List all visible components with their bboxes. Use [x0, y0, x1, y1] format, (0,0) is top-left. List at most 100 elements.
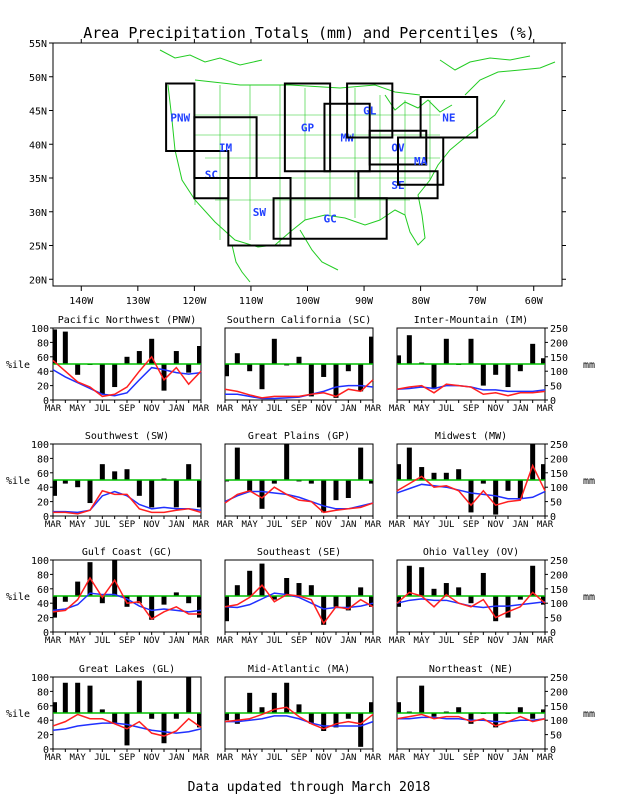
percentile-bar: [53, 596, 57, 618]
map-outline: [194, 79, 421, 96]
percentile-bar: [308, 480, 314, 484]
percentile-bar: [234, 353, 240, 364]
y-tick-label: 60: [37, 702, 49, 713]
percentile-bar: [99, 364, 105, 395]
month-label: NOV: [144, 404, 161, 414]
map-outline: [384, 94, 453, 113]
month-label: MAR: [365, 753, 382, 763]
percentile-bar: [62, 682, 68, 713]
normal-precip-line: [225, 715, 374, 727]
panel-title: Ohio Valley (OV): [423, 547, 519, 558]
panel-title: Southwest (SW): [85, 431, 169, 442]
y2-tick-label: 200: [550, 687, 568, 698]
month-label: JAN: [340, 404, 356, 414]
observed-precip-line: [224, 379, 374, 399]
percentile-bar: [124, 469, 130, 480]
percentile-bar: [468, 596, 474, 604]
month-label: MAR: [193, 404, 210, 414]
percentile-bar: [87, 685, 93, 713]
panel-11: Mid-Atlantic (MA) MAR MAY JUL SEP NOV JAN MAR: [217, 664, 382, 763]
region-label-im: IM: [219, 142, 233, 155]
mm-axis-label: mm: [583, 709, 595, 720]
month-label: JUL: [438, 404, 454, 414]
month-label: NOV: [316, 753, 333, 763]
percentile-bar: [541, 709, 545, 713]
percentile-bar: [271, 692, 277, 713]
percentile-bar: [136, 596, 142, 604]
month-label: MAY: [242, 404, 259, 414]
month-label: MAY: [70, 636, 87, 646]
percentile-bar: [369, 596, 373, 607]
map-outline: [439, 55, 531, 71]
month-label: MAR: [389, 636, 406, 646]
percentile-bar: [62, 331, 68, 364]
lat-label: 30N: [29, 208, 47, 219]
percentile-bar: [53, 329, 57, 364]
panel-title: Inter-Mountain (IM): [414, 315, 528, 326]
month-label: MAY: [242, 520, 259, 530]
y-tick-label: 0: [43, 396, 49, 407]
percentile-bar: [234, 713, 240, 724]
y-tick-label: 80: [37, 454, 49, 465]
percentile-bar: [112, 713, 118, 724]
map-outline: [299, 229, 339, 271]
percentile-bar: [173, 713, 179, 719]
percentile-bar: [358, 364, 364, 392]
percentile-bar: [308, 364, 314, 397]
percentile-bar: [443, 338, 449, 364]
percentile-bar: [259, 707, 265, 713]
month-label: JUL: [94, 636, 110, 646]
lat-label: 25N: [29, 242, 47, 253]
data-updated-footer: Data updated through March 2018: [188, 780, 431, 795]
lon-label: 110W: [239, 296, 264, 307]
month-label: SEP: [463, 636, 480, 646]
percentile-bar: [541, 464, 545, 480]
month-label: MAY: [242, 636, 259, 646]
panel-3: Inter-Mountain (IM) MAR MAY JUL SEP NOV JAN MAR…: [389, 315, 595, 414]
month-label: SEP: [119, 404, 136, 414]
region-box-gc: [272, 197, 388, 240]
month-label: SEP: [291, 636, 308, 646]
panel-5: Great Plains (GP) MAR MAY JUL SEP NOV JAN MAR: [217, 431, 382, 530]
percentile-bar: [112, 560, 118, 596]
percentile-bar: [75, 364, 81, 375]
mm-axis-label: mm: [583, 360, 595, 371]
lon-label: 90W: [355, 296, 374, 307]
percentile-bar: [161, 596, 167, 605]
month-label: SEP: [291, 753, 308, 763]
percentile-bar: [369, 702, 373, 713]
percentile-bar: [333, 364, 339, 398]
month-label: MAR: [389, 520, 406, 530]
percentile-bar: [225, 596, 229, 622]
normal-precip-line: [224, 592, 374, 610]
panel-title: Midwest (MW): [435, 431, 507, 442]
map-outline: [464, 61, 556, 96]
percentile-bar: [443, 583, 449, 596]
month-label: NOV: [316, 520, 333, 530]
region-label-gc: GC: [323, 213, 336, 226]
y-tick-label: 80: [37, 570, 49, 581]
y2-tick-label: 100: [550, 716, 568, 727]
lon-label: 80W: [412, 296, 431, 307]
observed-precip-line: [396, 383, 546, 397]
month-label: JAN: [512, 636, 528, 646]
panel-6: Midwest (MW) MAR MAY JUL SEP NOV JAN MAR 250 200 1…: [389, 431, 595, 530]
month-label: JAN: [340, 520, 356, 530]
month-label: JAN: [512, 404, 528, 414]
panel-title: Great Plains (GP): [248, 431, 350, 442]
lon-label: 120W: [182, 296, 207, 307]
observed-precip-line: [224, 486, 374, 514]
percentile-bar: [419, 685, 425, 713]
percentile-bar: [247, 480, 253, 491]
percentile-bar: [369, 480, 373, 484]
panel-10: Great Lakes (GL) MAR MAY JUL SEP NOV JAN MAR 100…: [6, 664, 210, 763]
y2-tick-label: 0: [550, 512, 556, 523]
percentile-bar: [173, 351, 179, 364]
map-outline: [231, 244, 251, 283]
percentile-bar: [333, 596, 339, 607]
y2-tick-label: 200: [550, 570, 568, 581]
month-label: MAR: [389, 404, 406, 414]
month-label: MAR: [45, 753, 62, 763]
y-tick-label: 60: [37, 585, 49, 596]
lat-label: 50N: [29, 73, 47, 84]
